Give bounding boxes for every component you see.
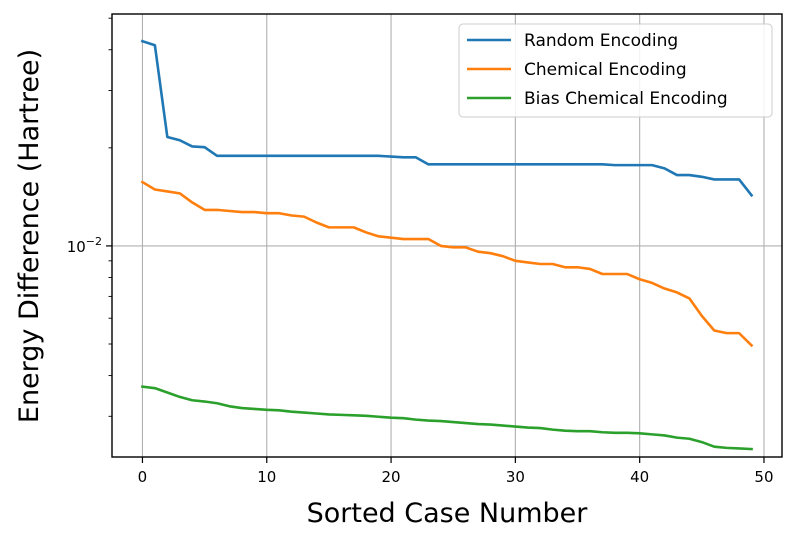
- plot-frame: [111, 13, 783, 458]
- legend-box: [458, 23, 773, 118]
- series-line-random-encoding: [140, 39, 754, 198]
- x-tick-label: 10: [257, 468, 276, 486]
- x-tick-label: 50: [754, 468, 773, 486]
- x-tick-label: 0: [138, 468, 148, 486]
- series-line-chemical-encoding: [140, 180, 754, 348]
- series-lines: [140, 39, 754, 451]
- x-tick-label: 40: [630, 468, 649, 486]
- axis-ticks: 0 10 20 30 40 50 10−2: [67, 17, 774, 486]
- y-tick-label: 10−2: [67, 235, 102, 256]
- x-tick-label: 30: [506, 468, 525, 486]
- x-tick-label: 20: [382, 468, 401, 486]
- legend: Random Encoding Chemical Encoding Bias C…: [458, 23, 773, 118]
- legend-label-random: Random Encoding: [524, 31, 678, 51]
- legend-label-chemical: Chemical Encoding: [524, 60, 687, 80]
- legend-label-bias: Bias Chemical Encoding: [524, 89, 728, 109]
- x-axis-title: Sorted Case Number: [307, 498, 589, 529]
- series-line-bias-chemical-encoding: [141, 385, 753, 451]
- y-axis-title: Energy Difference (Hartree): [14, 49, 45, 423]
